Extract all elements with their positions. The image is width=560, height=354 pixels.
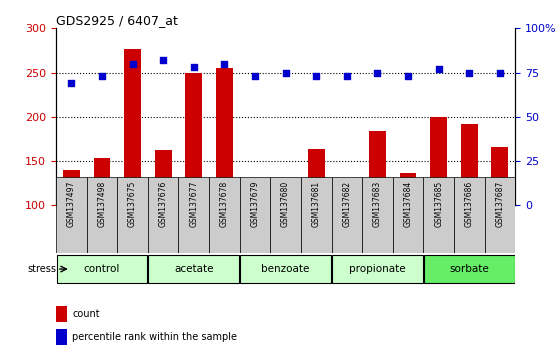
Bar: [277, 201, 294, 205]
Point: [250, 73, 259, 79]
Bar: [148, 177, 179, 253]
Point: [373, 70, 382, 75]
Bar: [332, 255, 423, 283]
Point: [496, 70, 505, 75]
Bar: [240, 177, 270, 253]
Point: [342, 73, 351, 79]
Text: GSM137678: GSM137678: [220, 181, 229, 227]
Bar: [94, 159, 110, 205]
Text: control: control: [84, 264, 120, 274]
Bar: [338, 199, 355, 205]
Bar: [63, 170, 80, 205]
Bar: [57, 255, 147, 283]
Text: propionate: propionate: [349, 264, 406, 274]
Point: [404, 73, 413, 79]
Bar: [216, 68, 233, 205]
Text: GSM137675: GSM137675: [128, 181, 137, 227]
Text: acetate: acetate: [174, 264, 213, 274]
Text: GSM137686: GSM137686: [465, 181, 474, 227]
Point: [128, 61, 137, 67]
Bar: [393, 177, 423, 253]
Bar: [400, 172, 417, 205]
Text: GSM137677: GSM137677: [189, 181, 198, 227]
Text: GSM137687: GSM137687: [496, 181, 505, 227]
Bar: [369, 131, 386, 205]
Text: GSM137684: GSM137684: [404, 181, 413, 227]
Point: [189, 64, 198, 70]
Text: count: count: [72, 309, 100, 319]
Bar: [332, 177, 362, 253]
Bar: [461, 124, 478, 205]
Bar: [56, 329, 68, 345]
Bar: [117, 177, 148, 253]
Bar: [454, 177, 484, 253]
Bar: [179, 177, 209, 253]
Bar: [209, 177, 240, 253]
Bar: [87, 177, 117, 253]
Bar: [424, 255, 515, 283]
Point: [97, 73, 106, 79]
Point: [434, 66, 443, 72]
Text: GSM137682: GSM137682: [342, 181, 351, 227]
Text: GSM137498: GSM137498: [97, 181, 106, 227]
Text: GSM137680: GSM137680: [281, 181, 290, 227]
Text: GSM137683: GSM137683: [373, 181, 382, 227]
Bar: [185, 73, 202, 205]
Bar: [423, 177, 454, 253]
Bar: [430, 117, 447, 205]
Bar: [484, 177, 515, 253]
Bar: [308, 149, 325, 205]
Text: percentile rank within the sample: percentile rank within the sample: [72, 332, 237, 342]
Text: sorbate: sorbate: [450, 264, 489, 274]
Text: GSM137679: GSM137679: [250, 181, 259, 227]
Bar: [246, 182, 263, 205]
Point: [220, 61, 229, 67]
Bar: [492, 147, 508, 205]
Point: [158, 57, 167, 63]
Bar: [155, 149, 171, 205]
Point: [312, 73, 321, 79]
Bar: [124, 49, 141, 205]
Bar: [270, 177, 301, 253]
Bar: [240, 255, 331, 283]
Text: stress: stress: [27, 264, 57, 274]
Bar: [56, 306, 68, 321]
Text: GSM137676: GSM137676: [158, 181, 167, 227]
Point: [281, 70, 290, 75]
Text: GSM137497: GSM137497: [67, 181, 76, 227]
Text: benzoate: benzoate: [262, 264, 310, 274]
Bar: [362, 177, 393, 253]
Bar: [56, 177, 87, 253]
Text: GSM137685: GSM137685: [434, 181, 443, 227]
Point: [465, 70, 474, 75]
Text: GSM137681: GSM137681: [312, 181, 321, 227]
Point: [67, 80, 76, 86]
Text: GDS2925 / 6407_at: GDS2925 / 6407_at: [56, 14, 178, 27]
Bar: [301, 177, 332, 253]
Bar: [148, 255, 239, 283]
